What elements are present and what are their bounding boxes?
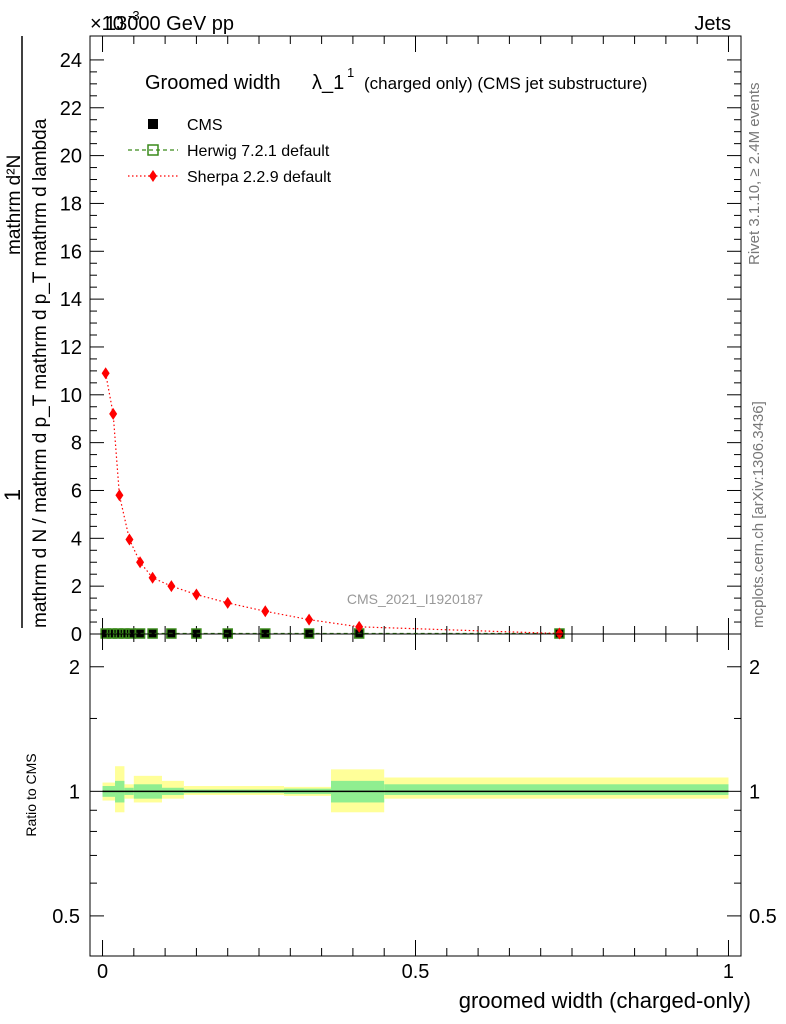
title-sup: 1 bbox=[347, 65, 354, 80]
ratio-x-tick-label: 0.5 bbox=[402, 961, 430, 983]
y-label-inner-numerator: mathrm d²N bbox=[4, 155, 25, 255]
plot-title: Groomed width λ_1 1 (charged only) (CMS … bbox=[145, 65, 647, 94]
data-point-sherpa bbox=[223, 596, 232, 609]
ratio-y-tick-label-right: 2 bbox=[749, 657, 760, 679]
main-y-tick-label: 4 bbox=[71, 528, 82, 550]
energy-label: 13000 GeV pp bbox=[105, 13, 234, 35]
data-point-sherpa bbox=[101, 367, 110, 380]
data-point-sherpa bbox=[115, 489, 124, 502]
main-y-tick-label: 18 bbox=[60, 193, 82, 215]
rivet-label: Rivet 3.1.10, ≥ 2.4M events bbox=[746, 83, 763, 266]
main-y-tick-label: 8 bbox=[71, 433, 82, 455]
ratio-y-tick-label: 1 bbox=[69, 781, 80, 803]
ratio-x-tick-label: 1 bbox=[723, 961, 734, 983]
y-label-numerator: 1 bbox=[0, 489, 25, 501]
ratio-y-tick-label-right: 0.5 bbox=[749, 906, 777, 928]
ratio-band-inner bbox=[384, 784, 729, 795]
ratio-y-axis: 0.5 0.5 1 1 2 2 bbox=[52, 657, 777, 928]
data-point-sherpa bbox=[148, 571, 157, 584]
y-label-denominator: mathrm d N / mathrm d p_T mathrm d p_T m… bbox=[30, 118, 51, 628]
title-note: (charged only) (CMS jet substructure) bbox=[364, 74, 647, 93]
legend-label-herwig: Herwig 7.2.1 default bbox=[187, 143, 330, 160]
ratio-x-axis: 0 0.5 1 bbox=[97, 634, 734, 983]
main-data bbox=[100, 367, 565, 640]
data-point-sherpa bbox=[261, 605, 270, 618]
ratio-y-label: Ratio to CMS bbox=[23, 753, 39, 836]
title-lambda: λ_1 bbox=[312, 72, 344, 94]
main-y-tick-label: 16 bbox=[60, 241, 82, 263]
main-y-tick-label: 12 bbox=[60, 337, 82, 359]
legend: CMS Herwig 7.2.1 default Sherpa 2.2.9 de… bbox=[128, 117, 332, 186]
data-point-sherpa bbox=[167, 580, 176, 593]
exponent-label: ×10 bbox=[90, 13, 124, 35]
main-y-tick-label: 14 bbox=[60, 289, 82, 311]
main-y-tick-label: 0 bbox=[71, 624, 82, 646]
ratio-y-tick-label-right: 1 bbox=[749, 781, 760, 803]
exponent-power: -3 bbox=[128, 8, 140, 23]
legend-marker-herwig bbox=[147, 144, 159, 156]
ratio-x-tick-label: 0 bbox=[97, 961, 108, 983]
data-point-sherpa bbox=[136, 556, 145, 569]
legend-label-sherpa: Sherpa 2.2.9 default bbox=[187, 169, 332, 186]
series-line-sherpa bbox=[105, 373, 560, 635]
legend-marker-sherpa bbox=[149, 170, 157, 182]
main-y-tick-label: 24 bbox=[60, 50, 82, 72]
data-point-sherpa bbox=[109, 407, 118, 420]
main-x-ticks bbox=[102, 36, 729, 634]
data-point-sherpa bbox=[125, 533, 134, 546]
legend-marker-cms bbox=[148, 119, 158, 129]
ratio-y-tick-label: 0.5 bbox=[52, 906, 80, 928]
x-axis-label: groomed width (charged-only) bbox=[459, 988, 751, 1013]
title-main: Groomed width bbox=[145, 72, 281, 94]
category-label: Jets bbox=[694, 13, 731, 35]
main-y-label: 1 mathrm d N / mathrm d p_T mathrm d p_T… bbox=[0, 36, 51, 628]
main-y-tick-label: 20 bbox=[60, 146, 82, 168]
data-point-sherpa bbox=[355, 620, 364, 633]
legend-label-cms: CMS bbox=[187, 117, 223, 134]
ratio-bands bbox=[102, 766, 729, 813]
mcplots-label: mcplots.cern.ch [arXiv:1306.3436] bbox=[750, 401, 767, 628]
ratio-y-tick-label: 2 bbox=[69, 657, 80, 679]
main-y-tick-label: 6 bbox=[71, 480, 82, 502]
data-point-sherpa bbox=[305, 613, 314, 626]
watermark: CMS_2021_I1920187 bbox=[347, 591, 483, 607]
data-point-sherpa bbox=[192, 588, 201, 601]
main-y-tick-label: 22 bbox=[60, 98, 82, 120]
main-y-tick-label: 2 bbox=[71, 576, 82, 598]
main-y-tick-label: 10 bbox=[60, 385, 82, 407]
